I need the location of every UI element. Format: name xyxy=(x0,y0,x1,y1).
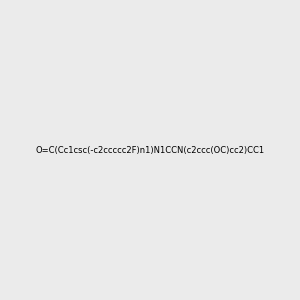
Text: O=C(Cc1csc(-c2ccccc2F)n1)N1CCN(c2ccc(OC)cc2)CC1: O=C(Cc1csc(-c2ccccc2F)n1)N1CCN(c2ccc(OC)… xyxy=(35,146,265,154)
